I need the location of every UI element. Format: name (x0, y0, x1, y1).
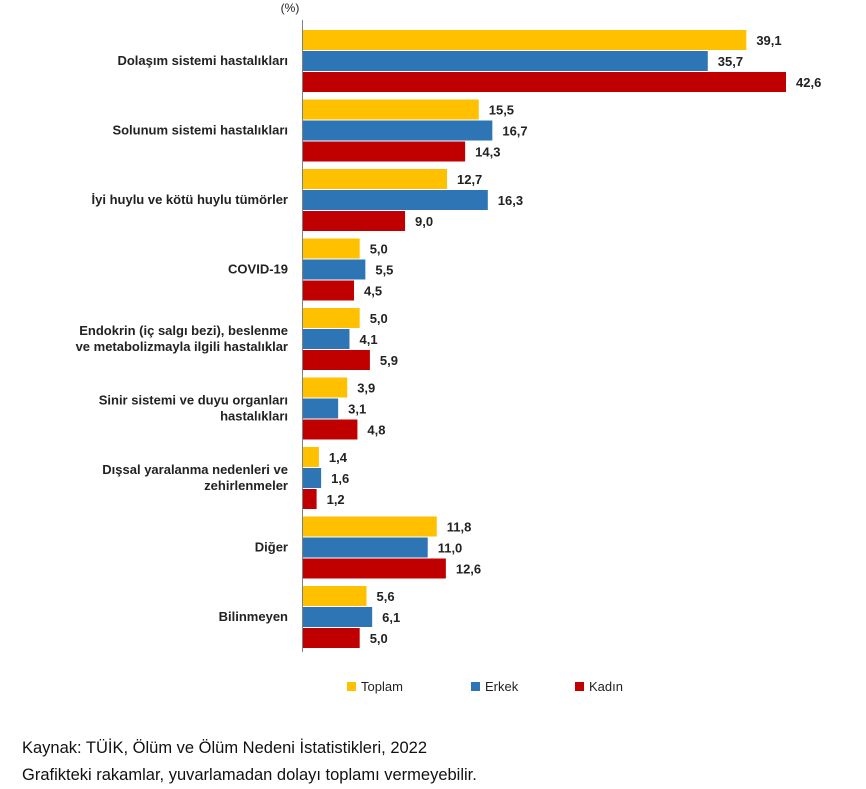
bar-erkek (303, 51, 708, 71)
category-label-line: Dolaşım sistemi hastalıkları (117, 53, 288, 68)
legend-swatch-toplam (347, 682, 356, 691)
data-label: 15,5 (489, 103, 514, 118)
data-label: 4,8 (367, 423, 385, 438)
bar-erkek (303, 329, 350, 349)
chart: (%) 39,1 35,7 42,6 15,5 16,714,3 12,7 16,3 9,0 5… (76, 1, 822, 694)
category-labels: Dolaşım sistemi hastalıkları Solunum sist… (76, 53, 288, 624)
bar-erkek (303, 259, 366, 280)
legend-swatch-kadın (575, 682, 584, 691)
category-label: Endokrin (iç salgı bezi), beslenme ve met… (76, 323, 288, 354)
bar-erkek (303, 398, 339, 419)
legend-label-erkek: Erkek (485, 679, 519, 694)
data-label: 5,5 (375, 263, 393, 278)
data-label: 35,7 (718, 54, 743, 69)
bar-kadın (303, 141, 466, 162)
bar-kadın (303, 280, 355, 301)
data-label: 5,9 (380, 353, 398, 368)
data-label: 3,9 (357, 381, 375, 396)
data-label: 39,1 (756, 33, 781, 48)
category-label: Dışsal yaralanma nedenleri ve zehirlenmel… (102, 462, 288, 493)
bar-toplam (303, 377, 348, 398)
data-label: 12,6 (456, 562, 481, 577)
category-label: Bilinmeyen (219, 609, 288, 624)
bar-toplam (303, 516, 437, 537)
legend-label-toplam: Toplam (361, 679, 403, 694)
category-label-line: ve metabolizmayla ilgili hastalıklar (76, 339, 288, 354)
bar-kadın (303, 628, 360, 648)
category-label-line: Endokrin (iç salgı bezi), beslenme (79, 323, 288, 338)
data-label: 14,3 (475, 145, 500, 160)
data-label: 1,6 (331, 471, 349, 486)
bar-kadın (303, 419, 358, 440)
category-label: Diğer (255, 540, 288, 555)
data-label: 12,7 (457, 172, 482, 187)
data-label: 4,1 (359, 332, 377, 347)
legend-swatch-erkek (471, 682, 480, 691)
data-label: 1,4 (329, 450, 348, 465)
category-label-line: Diğer (255, 540, 288, 555)
bar-kadın (303, 72, 786, 92)
data-label: 5,0 (370, 242, 388, 257)
data-label: 1,2 (327, 492, 345, 507)
chart-notes: Kaynak: TÜİK, Ölüm ve Ölüm Nedeni İstati… (22, 735, 477, 789)
bar-erkek (303, 190, 488, 210)
category-label-line: zehirlenmeler (204, 478, 288, 493)
legend-label-kadın: Kadın (589, 679, 623, 694)
category-label-line: hastalıkları (220, 409, 288, 424)
category-label: Dolaşım sistemi hastalıkları (117, 53, 288, 68)
bar-erkek (303, 120, 493, 141)
data-label: 16,7 (502, 124, 527, 139)
data-label: 3,1 (348, 402, 366, 417)
data-label: 4,5 (364, 284, 382, 299)
category-label: Solunum sistemi hastalıkları (112, 123, 288, 138)
data-label: 9,0 (415, 214, 433, 229)
rounding-note: Grafikteki rakamlar, yuvarlamadan dolayı… (22, 766, 477, 784)
bar-kadın (303, 558, 446, 579)
legend: Toplam Erkek Kadın (347, 679, 623, 694)
category-label-line: Solunum sistemi hastalıkları (112, 123, 288, 138)
bar-erkek (303, 537, 428, 558)
category-label-line: Dışsal yaralanma nedenleri ve (102, 462, 288, 477)
category-label: Sinir sistemi ve duyu organları hastalıkl… (99, 393, 288, 424)
category-label: İyi huylu ve kötü huylu tümörler (92, 192, 288, 207)
bar-kadın (303, 350, 370, 370)
data-label: 42,6 (796, 75, 821, 90)
category-label-line: Sinir sistemi ve duyu organları (99, 393, 288, 408)
data-label: 16,3 (498, 193, 523, 208)
category-label: COVID-19 (228, 262, 288, 277)
bar-toplam (303, 238, 360, 259)
unit-label: (%) (281, 1, 300, 15)
bar-kadın (303, 211, 406, 231)
bar-kadın (303, 489, 317, 509)
category-label-line: COVID-19 (228, 262, 288, 277)
bar-toplam (303, 99, 479, 120)
bar-erkek (303, 607, 373, 627)
data-label: 5,6 (376, 589, 394, 604)
source-note: Kaynak: TÜİK, Ölüm ve Ölüm Nedeni İstati… (22, 739, 428, 757)
bar-group: 39,1 35,7 42,6 15,5 16,714,3 12,7 16,3 9,0 5,0 5,… (303, 30, 821, 648)
bar-toplam (303, 30, 747, 50)
data-label: 5,0 (370, 631, 388, 646)
category-label-line: Bilinmeyen (219, 609, 288, 624)
data-label: 11,0 (438, 541, 463, 556)
bar-erkek (303, 468, 322, 488)
category-label-line: İyi huylu ve kötü huylu tümörler (92, 192, 288, 207)
data-label: 6,1 (382, 610, 400, 625)
data-label: 5,0 (370, 311, 388, 326)
bar-toplam (303, 586, 367, 606)
bar-toplam (303, 169, 447, 189)
bar-toplam (303, 308, 360, 328)
bar-toplam (303, 447, 319, 467)
data-label: 11,8 (447, 520, 472, 535)
